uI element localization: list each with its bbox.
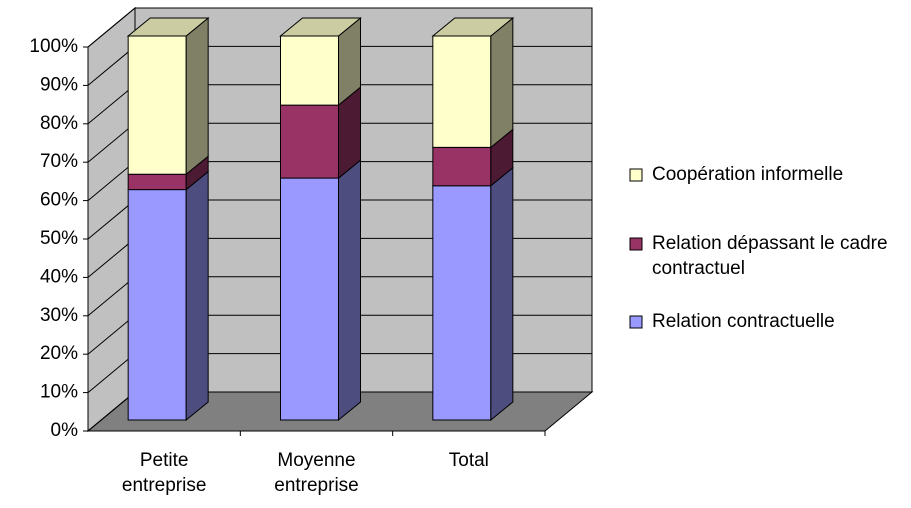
- y-tick-label: 50%: [40, 228, 78, 249]
- bar: [432, 185, 492, 421]
- bar: [280, 35, 339, 106]
- legend-label: Relation dépassant le cadre contractuel: [652, 233, 888, 279]
- y-tick-label: 40%: [40, 266, 78, 287]
- x-tick-label: Moyenne entreprise: [274, 450, 359, 496]
- bar-side: [185, 16, 209, 176]
- bar: [127, 173, 187, 191]
- y-tick-label: 100%: [29, 36, 78, 57]
- y-tick-label: 20%: [40, 343, 78, 364]
- bar: [280, 177, 339, 421]
- bar: [432, 146, 492, 187]
- legend-swatch: [629, 237, 643, 251]
- y-tick-label: 10%: [40, 382, 78, 403]
- x-tick-label: Petite entreprise: [121, 450, 207, 496]
- grid-line: [87, 7, 592, 48]
- bar-side: [338, 159, 361, 422]
- bar: [127, 35, 187, 175]
- x-tick-label: Total: [448, 450, 489, 471]
- legend-swatch: [629, 315, 643, 329]
- bar-side: [185, 170, 209, 422]
- bar: [280, 104, 339, 179]
- legend-label: Coopération informelle: [652, 164, 844, 185]
- y-tick-label: 30%: [40, 305, 78, 326]
- y-tick-label: 80%: [40, 113, 78, 134]
- y-tick-label: 70%: [40, 151, 78, 172]
- y-tick-label: 90%: [40, 74, 78, 95]
- bar-side: [490, 166, 514, 422]
- y-tick-label: 0%: [51, 420, 79, 441]
- y-tick-label: 60%: [40, 190, 78, 211]
- legend-swatch: [629, 168, 643, 182]
- bar-top: [126, 17, 210, 37]
- bar-side: [490, 16, 514, 149]
- bar: [432, 35, 492, 148]
- bar: [127, 189, 187, 421]
- bar-top: [279, 17, 362, 37]
- legend-label: Relation contractuelle: [652, 311, 835, 332]
- bar-top: [431, 17, 515, 37]
